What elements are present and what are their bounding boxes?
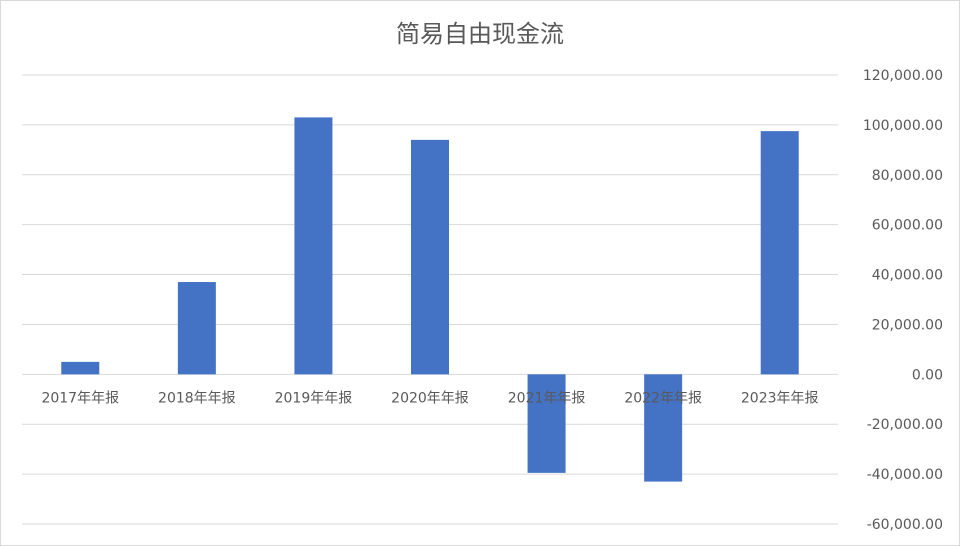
bar [294, 117, 333, 375]
x-category-label: 2022年年报 [624, 390, 702, 406]
bar [760, 131, 799, 375]
x-axis-category-labels: 2017年年报 2018年年报 2019年年报 2020年年报 2021年年报 2022年… [41, 390, 818, 406]
y-tick-label: 60,000.00 [872, 218, 943, 234]
y-tick-label: 80,000.00 [872, 168, 943, 184]
bar [177, 282, 216, 375]
y-tick-label: -60,000.00 [867, 517, 943, 533]
y-tick-label: -20,000.00 [867, 417, 943, 433]
x-category-label: 2018年年报 [158, 390, 236, 406]
y-tick-label: -40,000.00 [867, 467, 943, 483]
y-axis-tick-labels: 120,000.00 100,000.00 80,000.00 60,000.00 40… [863, 68, 943, 533]
y-tick-label: 20,000.00 [872, 317, 943, 333]
bar [644, 374, 683, 482]
y-tick-label: 40,000.00 [872, 268, 943, 284]
x-category-label: 2019年年报 [275, 390, 353, 406]
x-category-label: 2023年年报 [741, 390, 819, 406]
y-tick-label: 120,000.00 [863, 68, 943, 84]
bar [527, 374, 566, 473]
chart-title: 简易自由现金流 [396, 20, 564, 48]
x-category-label: 2021年年报 [508, 390, 586, 406]
bars [61, 117, 799, 482]
x-category-label: 2017年年报 [41, 390, 119, 406]
x-category-label: 2020年年报 [391, 390, 469, 406]
bar [61, 361, 100, 375]
bar [411, 139, 449, 375]
y-tick-label: 0.00 [912, 367, 943, 383]
y-tick-label: 100,000.00 [863, 118, 943, 134]
